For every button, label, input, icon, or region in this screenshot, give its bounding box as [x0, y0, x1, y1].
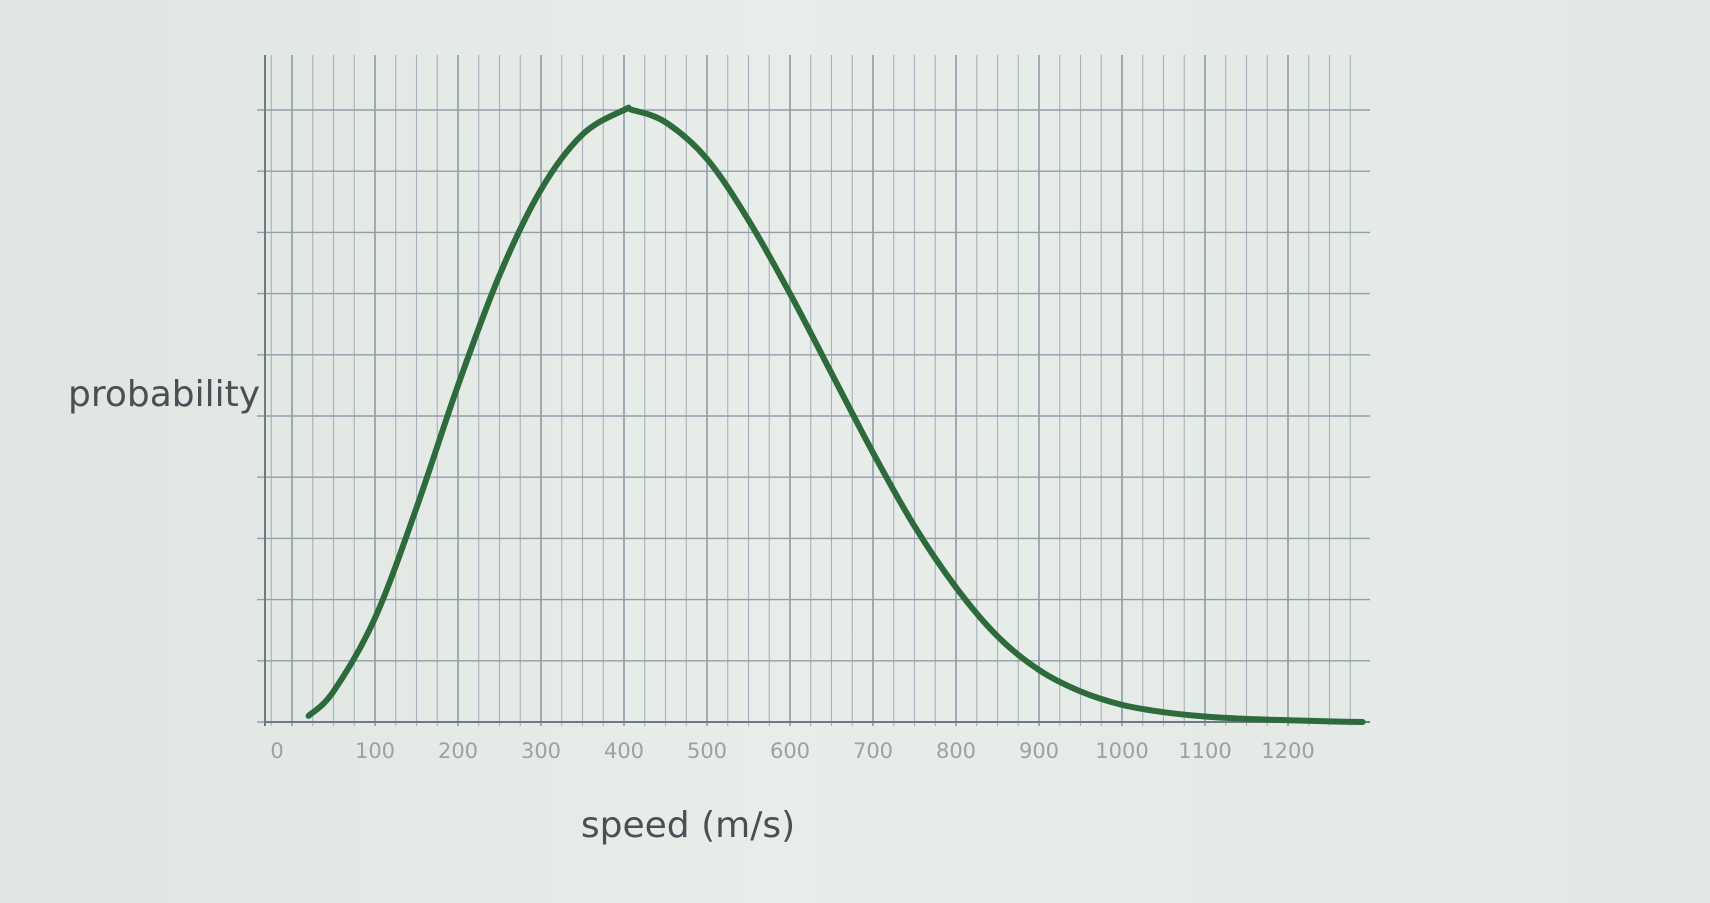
speed-distribution-curve [305, 104, 1366, 725]
x-tick-labels: 0 100 200 300 400 500 600 700 800 900 1000 1100 1200 [270, 739, 1314, 763]
x-tick-label: 600 [770, 739, 810, 763]
x-tick-label: 0 [270, 739, 283, 763]
x-tick-label: 500 [687, 739, 727, 763]
y-axis-label: probability [68, 374, 260, 415]
x-tick-label: 1000 [1095, 739, 1148, 763]
x-tick-label: 800 [936, 739, 976, 763]
grid [257, 55, 1370, 726]
x-tick-label: 300 [521, 739, 561, 763]
series-layer [305, 104, 1366, 725]
x-tick-label: 1100 [1178, 739, 1231, 763]
x-axis-label: speed (m/s) [581, 805, 795, 846]
x-tick-label: 100 [355, 739, 395, 763]
x-tick-label: 200 [438, 739, 478, 763]
x-tick-label: 700 [853, 739, 893, 763]
axes [264, 55, 1370, 726]
x-tick-label: 400 [604, 739, 644, 763]
x-tick-label: 1200 [1261, 739, 1314, 763]
x-tick-label: 900 [1019, 739, 1059, 763]
